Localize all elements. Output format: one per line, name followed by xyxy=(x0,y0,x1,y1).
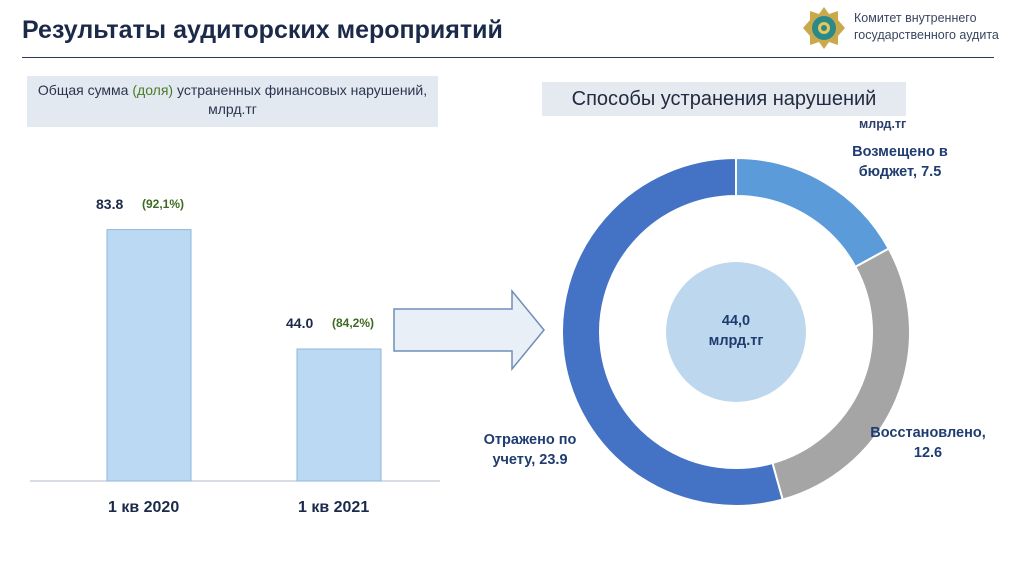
caption-highlight: (доля) xyxy=(132,82,174,98)
slice-label-restored: Восстановлено, 12.6 xyxy=(870,425,986,461)
emblem-icon xyxy=(803,7,845,49)
donut-chart-caption: Способы устранения нарушений xyxy=(542,82,906,116)
donut-series xyxy=(561,156,911,507)
bar-value-label: 83.8 xyxy=(96,195,124,212)
donut-slice-reflected xyxy=(561,156,784,507)
organization-name: Комитет внутреннего государственного ауд… xyxy=(854,11,999,42)
caption-text-1: Общая сумма xyxy=(37,82,133,98)
slice-label-budget: Возмещено в бюджет, 7.5 xyxy=(852,144,948,180)
bar-category-label: 1 кв 2020 xyxy=(108,499,180,516)
bar-series xyxy=(106,229,382,482)
donut-center-value: 44,0 xyxy=(721,313,751,329)
caption-text-2: устраненных финансовых нарушений, млрд.т… xyxy=(173,82,428,117)
donut-unit: млрд.тг xyxy=(859,117,907,131)
bar-value-label: 44.0 xyxy=(286,315,314,331)
header-divider xyxy=(22,57,994,58)
donut-center-unit: млрд.тг xyxy=(708,333,764,349)
bar-share-label: (84,2%) xyxy=(332,316,375,330)
slice-label-reflected: Отражено по учету, 23.9 xyxy=(483,432,577,468)
donut-center-label: 44,0 млрд.тг xyxy=(676,311,796,351)
bar xyxy=(106,229,192,482)
donut-center-circle xyxy=(666,262,806,402)
bar-category-label: 1 кв 2021 xyxy=(298,499,370,516)
bar-chart-caption: Общая сумма (доля) устраненных финансовы… xyxy=(27,76,438,127)
arrow-icon xyxy=(393,288,545,372)
page-title: Результаты аудиторских мероприятий xyxy=(22,16,503,44)
bar-share-label: (92,1%) xyxy=(142,196,185,211)
bar xyxy=(296,348,382,482)
